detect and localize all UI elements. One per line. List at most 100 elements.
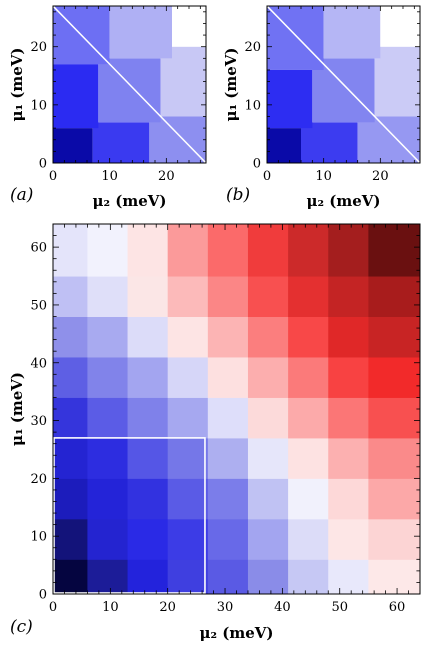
y-tick-label: 20 bbox=[30, 40, 47, 55]
heatmap-cell bbox=[247, 478, 289, 520]
heatmap-cell bbox=[53, 64, 99, 129]
heatmap-cell bbox=[167, 437, 209, 479]
y-axis-label: μ₁ (meV) bbox=[222, 47, 240, 121]
heatmap-cell bbox=[328, 276, 369, 317]
heatmap-cell bbox=[167, 356, 209, 398]
heatmap-cell bbox=[288, 478, 329, 520]
heatmap-cell bbox=[53, 397, 88, 439]
heatmap-cell bbox=[109, 6, 172, 59]
heatmap-cell bbox=[323, 6, 381, 59]
heatmap-cell bbox=[328, 316, 369, 358]
x-tick-label: 20 bbox=[372, 169, 389, 184]
heatmap-cell bbox=[207, 518, 249, 560]
x-axis-label: μ₂ (meV) bbox=[306, 192, 380, 210]
heatmap-cell bbox=[288, 559, 329, 594]
heatmap-cell bbox=[53, 224, 88, 277]
x-tick-label: 20 bbox=[158, 169, 175, 184]
heatmap-cell bbox=[87, 437, 129, 479]
heatmap-cell bbox=[368, 397, 420, 439]
heatmap-cell bbox=[357, 116, 420, 163]
heatmap-cell bbox=[172, 6, 206, 47]
heatmap-cell bbox=[328, 559, 369, 594]
heatmap-cell bbox=[207, 316, 249, 358]
heatmap-cell bbox=[368, 559, 420, 594]
heatmap-cell bbox=[288, 316, 329, 358]
heatmap-cell bbox=[328, 356, 369, 398]
x-axis-label: μ₂ (meV) bbox=[92, 192, 166, 210]
heatmap-cell bbox=[328, 397, 369, 439]
heatmap-cell bbox=[207, 559, 249, 594]
heatmap-cell bbox=[87, 224, 129, 277]
y-tick-label: 10 bbox=[30, 530, 47, 545]
heatmap-cell bbox=[247, 224, 289, 277]
heatmap-cell bbox=[167, 518, 209, 560]
heatmap-cell bbox=[127, 276, 169, 317]
heatmap-cell bbox=[53, 478, 88, 520]
heatmap-cell bbox=[87, 559, 129, 594]
heatmap-cell bbox=[149, 116, 206, 163]
y-tick-label: 0 bbox=[253, 157, 261, 172]
heatmap-cell bbox=[207, 397, 249, 439]
heatmap-cell bbox=[53, 276, 88, 317]
heatmap-cell bbox=[368, 224, 420, 277]
heatmap-cell bbox=[368, 437, 420, 479]
heatmap-cell bbox=[380, 6, 420, 47]
x-tick-label: 10 bbox=[102, 600, 119, 615]
y-tick-label: 50 bbox=[30, 298, 47, 313]
heatmap-cell bbox=[87, 356, 129, 398]
heatmap-cell bbox=[368, 276, 420, 317]
heatmap-cell bbox=[167, 397, 209, 439]
plot-area bbox=[267, 6, 420, 163]
panel-label: (c) bbox=[10, 617, 33, 637]
heatmap-cell bbox=[160, 46, 206, 117]
heatmap-cell bbox=[247, 276, 289, 317]
heatmap-cell bbox=[127, 224, 169, 277]
y-axis-label: μ₁ (meV) bbox=[8, 372, 26, 446]
plot-area bbox=[53, 6, 206, 163]
heatmap-cell bbox=[247, 437, 289, 479]
heatmap-cell bbox=[53, 518, 88, 560]
heatmap-cell bbox=[207, 276, 249, 317]
x-tick-label: 0 bbox=[49, 169, 57, 184]
heatmap-cell bbox=[288, 437, 329, 479]
heatmap-cell bbox=[98, 58, 161, 123]
heatmap-cell bbox=[167, 316, 209, 358]
heatmap-cell bbox=[328, 478, 369, 520]
heatmap-cell bbox=[267, 128, 301, 163]
heatmap-cell bbox=[328, 437, 369, 479]
y-tick-label: 10 bbox=[244, 98, 261, 113]
heatmap-cell bbox=[127, 437, 169, 479]
heatmap-cell bbox=[167, 276, 209, 317]
panel-c bbox=[52, 223, 421, 595]
diagonal-line bbox=[267, 6, 420, 163]
heatmap-cell bbox=[301, 122, 358, 163]
diagonal-line bbox=[53, 6, 206, 163]
panel-label: (b) bbox=[226, 185, 250, 205]
x-tick-label: 50 bbox=[331, 600, 348, 615]
heatmap-cell bbox=[127, 316, 169, 358]
y-tick-label: 0 bbox=[39, 588, 47, 603]
y-tick-label: 0 bbox=[39, 157, 47, 172]
panel-a bbox=[52, 5, 207, 164]
x-tick-label: 60 bbox=[389, 600, 406, 615]
y-tick-label: 40 bbox=[30, 356, 47, 371]
y-tick-label: 20 bbox=[30, 472, 47, 487]
panel-label: (a) bbox=[10, 185, 33, 205]
x-tick-label: 10 bbox=[101, 169, 118, 184]
heatmap-cell bbox=[53, 356, 88, 398]
heatmap-cell bbox=[207, 437, 249, 479]
heatmap-cell bbox=[53, 437, 88, 479]
inset-box bbox=[53, 437, 206, 594]
plot-frame bbox=[52, 5, 207, 164]
heatmap-cell bbox=[87, 316, 129, 358]
heatmap-cell bbox=[368, 356, 420, 398]
plot-frame bbox=[266, 5, 421, 164]
heatmap-cell bbox=[247, 518, 289, 560]
y-tick-label: 10 bbox=[30, 98, 47, 113]
heatmap-cell bbox=[87, 478, 129, 520]
y-tick-label: 20 bbox=[244, 40, 261, 55]
plot-area bbox=[53, 224, 420, 594]
heatmap-cell bbox=[288, 356, 329, 398]
heatmap-cell bbox=[207, 478, 249, 520]
